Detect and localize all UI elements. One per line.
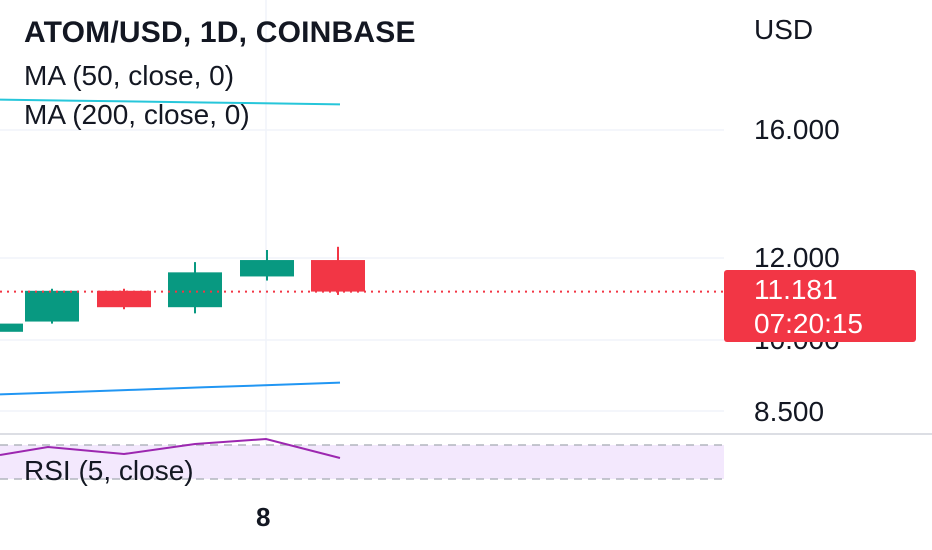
candle-body-3 bbox=[168, 272, 222, 308]
moving-average-lines bbox=[0, 98, 341, 459]
candlesticks bbox=[0, 246, 365, 332]
x-tick-8: 8 bbox=[256, 502, 271, 532]
ma200-line bbox=[0, 381, 341, 396]
y-tick-16: 16.000 bbox=[754, 114, 840, 145]
rsi-pane bbox=[0, 444, 724, 480]
candle-body-5 bbox=[311, 260, 365, 292]
rsi-band bbox=[0, 445, 724, 479]
last-price-tag: 11.181 07:20:15 bbox=[724, 270, 916, 342]
y-tick-8-5: 8.500 bbox=[754, 396, 825, 427]
chart-title: ATOM/USD, 1D, COINBASE bbox=[24, 16, 416, 49]
candle-5 bbox=[311, 246, 365, 295]
ma200-legend[interactable]: MA (200, close, 0) bbox=[24, 99, 250, 130]
candle-body-0 bbox=[0, 323, 23, 332]
y-tick-12: 12.000 bbox=[754, 242, 840, 273]
candle-0 bbox=[0, 323, 23, 332]
currency-label: USD bbox=[754, 14, 814, 45]
last-price-value: 11.181 bbox=[754, 274, 838, 305]
grid-lines bbox=[0, 0, 932, 480]
bar-countdown: 07:20:15 bbox=[754, 308, 863, 339]
candle-body-4 bbox=[240, 260, 294, 277]
ma50-line bbox=[0, 98, 341, 106]
candle-body-2 bbox=[97, 290, 151, 308]
candle-body-1 bbox=[25, 290, 79, 322]
rsi-line bbox=[0, 437, 341, 459]
candle-3 bbox=[168, 262, 222, 314]
ma50-legend[interactable]: MA (50, close, 0) bbox=[24, 60, 235, 91]
candle-2 bbox=[97, 288, 151, 310]
candle-1 bbox=[25, 288, 79, 324]
candle-4 bbox=[240, 250, 294, 281]
rsi-legend[interactable]: RSI (5, close) bbox=[24, 455, 194, 486]
